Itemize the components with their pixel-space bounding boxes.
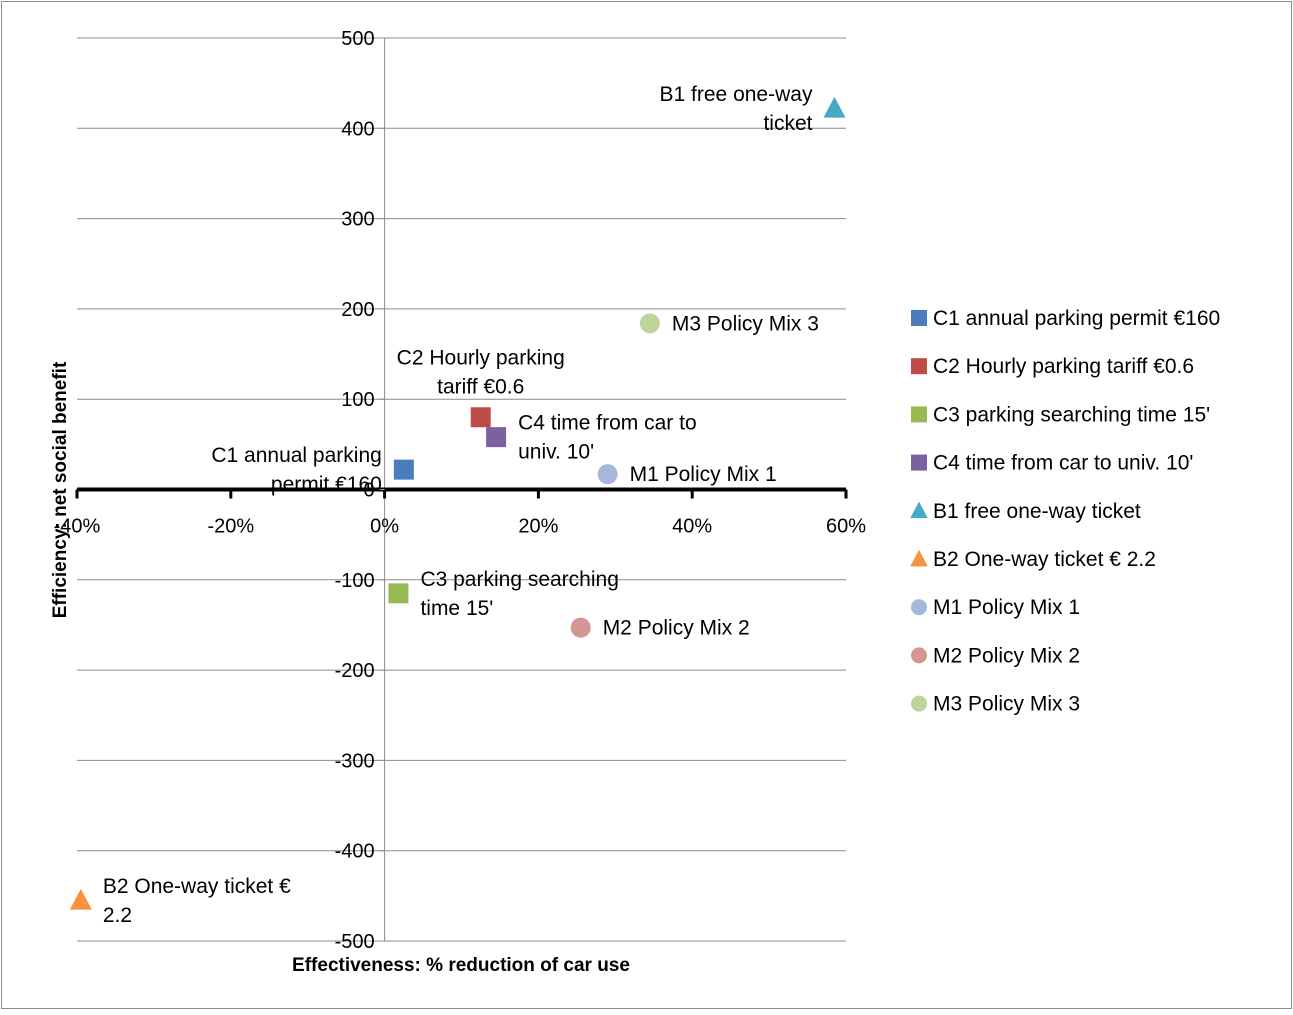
point-label-c3: C3 parking searching bbox=[420, 568, 618, 591]
point-b2 bbox=[69, 888, 92, 910]
legend-label-b1: B1 free one-way ticket bbox=[933, 500, 1141, 523]
x-tick-label: 20% bbox=[518, 516, 558, 538]
y-tick-label: -500 bbox=[335, 931, 375, 953]
y-tick-label: 400 bbox=[341, 118, 374, 140]
legend-marker-c2 bbox=[911, 358, 927, 375]
point-label-b1: B1 free one-way bbox=[660, 83, 813, 106]
point-label-m3: M3 Policy Mix 3 bbox=[672, 312, 819, 335]
point-label-m1: M1 Policy Mix 1 bbox=[630, 463, 777, 486]
y-tick-label: -200 bbox=[335, 660, 375, 682]
y-tick-label: -300 bbox=[335, 750, 375, 772]
gridlines bbox=[77, 37, 846, 942]
legend-label-b2: B2 One-way ticket € 2.2 bbox=[933, 548, 1156, 571]
point-label-c1: permit €160 bbox=[271, 473, 382, 496]
data-points bbox=[69, 96, 846, 910]
point-label-c1: C1 annual parking bbox=[211, 444, 381, 467]
x-tick-label: 0% bbox=[370, 516, 399, 538]
legend-label-c2: C2 Hourly parking tariff €0.6 bbox=[933, 355, 1194, 378]
legend-marker-m1 bbox=[911, 599, 927, 616]
legend-label-c3: C3 parking searching time 15' bbox=[933, 403, 1210, 426]
point-label-c2: C2 Hourly parking bbox=[397, 346, 565, 369]
x-tick-label: -40% bbox=[54, 516, 101, 538]
tick-labels: -40% -20% 0% 20% 40% 60% 500 400 300 200 100 0 -100 -… bbox=[54, 28, 867, 953]
legend-marker-m2 bbox=[911, 647, 927, 664]
point-label-c3: time 15' bbox=[420, 597, 493, 620]
x-axis-title: Effectiveness: % reduction of car use bbox=[292, 955, 630, 976]
legend-marker-b2 bbox=[910, 549, 928, 567]
point-m1 bbox=[597, 464, 618, 485]
legend-label-m1: M1 Policy Mix 1 bbox=[933, 596, 1080, 619]
point-c1 bbox=[393, 459, 414, 480]
y-tick-label: -100 bbox=[335, 570, 375, 592]
x-tick-label: 40% bbox=[672, 516, 712, 538]
axes bbox=[75, 37, 848, 942]
y-axis-title: Efficiency: net social benefit bbox=[50, 361, 71, 618]
legend-marker-m3 bbox=[911, 695, 927, 712]
y-tick-label: -400 bbox=[335, 841, 375, 863]
legend-marker-c4 bbox=[911, 454, 927, 471]
legend-marker-b1 bbox=[910, 501, 928, 519]
point-b1 bbox=[823, 96, 846, 118]
y-tick-label: 500 bbox=[341, 28, 374, 50]
y-tick-label: 300 bbox=[341, 209, 374, 231]
legend-label-c4: C4 time from car to univ. 10' bbox=[933, 452, 1193, 475]
point-c2 bbox=[470, 407, 491, 428]
legend: C1 annual parking permit €160 C2 Hourly p… bbox=[910, 307, 1220, 716]
legend-marker-c3 bbox=[911, 406, 927, 423]
point-label-b2: 2.2 bbox=[103, 904, 132, 927]
point-c3 bbox=[388, 583, 409, 604]
legend-marker-c1 bbox=[911, 310, 927, 326]
point-m2 bbox=[570, 617, 591, 638]
legend-label-m3: M3 Policy Mix 3 bbox=[933, 693, 1080, 716]
x-tick-label: -20% bbox=[207, 516, 254, 538]
y-tick-label: 200 bbox=[341, 299, 374, 321]
legend-label-c1: C1 annual parking permit €160 bbox=[933, 307, 1220, 330]
point-c4 bbox=[486, 427, 507, 448]
point-label-b2: B2 One-way ticket € bbox=[103, 875, 291, 898]
point-label-m2: M2 Policy Mix 2 bbox=[603, 617, 750, 640]
point-label-c2: tariff €0.6 bbox=[437, 375, 524, 398]
legend-label-m2: M2 Policy Mix 2 bbox=[933, 644, 1080, 667]
point-label-b1: ticket bbox=[763, 112, 812, 135]
y-tick-label: 100 bbox=[341, 389, 374, 411]
point-label-c4: univ. 10' bbox=[518, 441, 594, 464]
x-tick-label: 60% bbox=[826, 516, 866, 538]
y-tick-label: 0 bbox=[363, 480, 374, 502]
point-labels: C1 annual parking permit €160 C2 Hourly pa… bbox=[103, 83, 819, 927]
point-m3 bbox=[639, 313, 660, 334]
point-label-c4: C4 time from car to bbox=[518, 412, 697, 435]
